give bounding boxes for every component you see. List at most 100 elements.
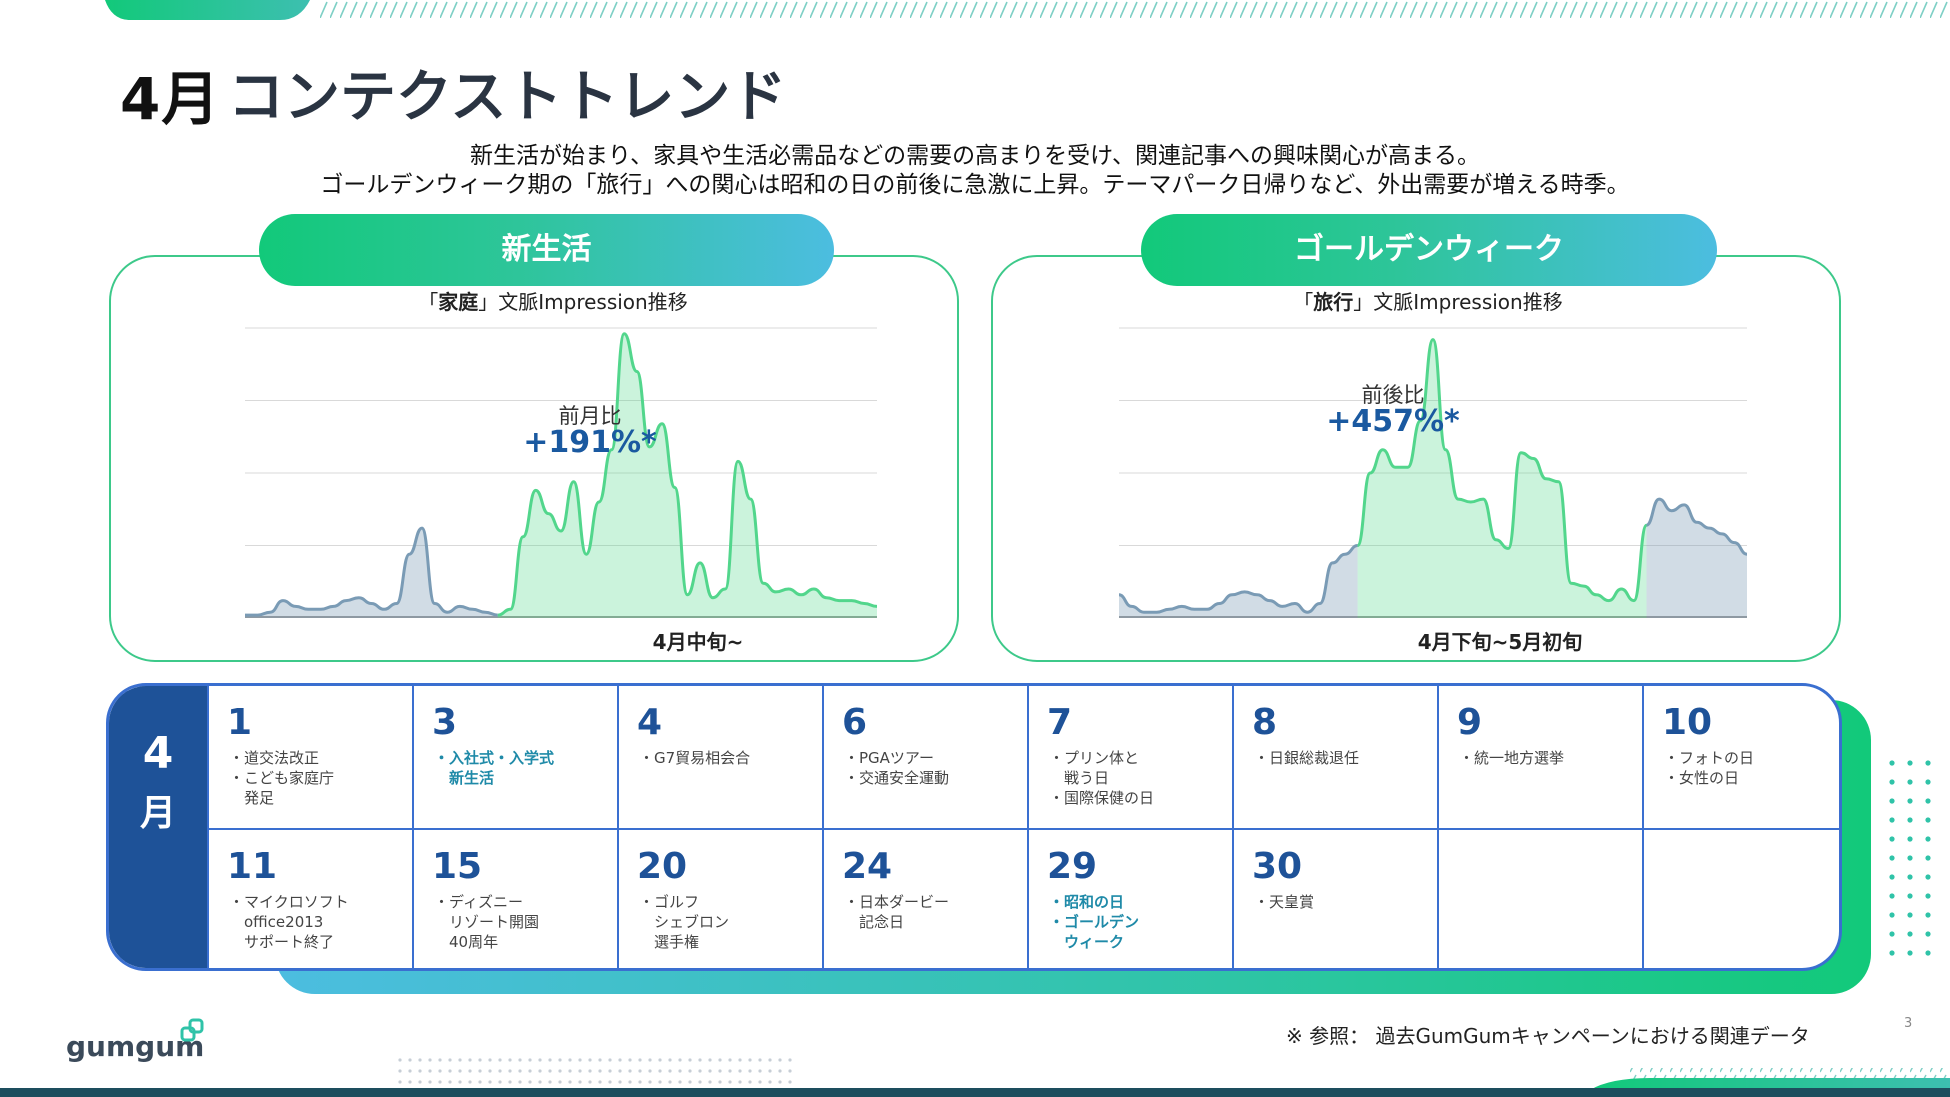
decor-dot [1925,950,1931,956]
decor-dot [608,1080,612,1084]
highlight-series-line [497,332,877,617]
decor-dot [1925,874,1931,880]
decor-dot [608,1069,612,1073]
decor-dot [1907,874,1913,880]
ratio-label-right: 前後比 [1361,383,1425,407]
top-decoration [105,0,1950,20]
decor-dot [478,1058,482,1062]
logo-mark-icon [180,1018,204,1042]
decor-dot [428,1080,432,1084]
decor-dot [598,1058,602,1062]
decor-dot [738,1069,742,1073]
decor-dot [468,1080,472,1084]
decor-dot [1925,855,1931,861]
decor-dot [398,1069,402,1073]
base-area [1646,499,1747,618]
page-title-month: 4月 [120,65,221,133]
day-events: ・ゴルフ シェブロン 選手権 [639,893,730,951]
day-events: ・ディズニー リゾート開園 40周年 [434,893,540,951]
decor-dot [398,1058,402,1062]
chart-title-right: 「旅行」文脈Impression推移 [1293,290,1563,314]
decor-dot [1889,874,1895,880]
decor-dot [1907,893,1913,899]
decor-dot [638,1080,642,1084]
decor-dot [498,1069,502,1073]
day-events: ・マイクロソフト office2013 サポート終了 [229,893,349,951]
decor-dot [788,1080,792,1084]
highlight-series-line [1356,338,1649,603]
decor-dot [1907,950,1913,956]
decor-dot [1889,760,1895,766]
highlight-area [1357,339,1647,618]
decor-dot [768,1080,772,1084]
decor-dot [508,1058,512,1062]
reference-footnote: ※ 参照： 過去GumGumキャンペーンにおける関連データ [1286,1024,1810,1048]
calendar-day-cell: 3 ・入社式・入学式 新生活 [412,686,617,828]
calendar-day-cell: 20 ・ゴルフ シェブロン 選手権 [617,828,822,968]
decor-dot [548,1080,552,1084]
decor-dot [548,1069,552,1073]
day-events: ・プリン体と 戦う日 ・国際保健の日 [1049,749,1155,807]
decor-dot [598,1069,602,1073]
decor-dot [668,1058,672,1062]
day-number: 8 [1252,702,1278,743]
decor-dot [588,1069,592,1073]
chart-travel-impressions [1119,327,1747,618]
decor-dot [558,1069,562,1073]
decor-dot [1907,798,1913,804]
decor-dot [458,1069,462,1073]
decor-dot [1889,817,1895,823]
decor-dot [708,1069,712,1073]
decor-dot [528,1069,532,1073]
decor-dot [728,1080,732,1084]
decor-dot [448,1058,452,1062]
decor-dot [778,1069,782,1073]
calendar-day-cell: 24 ・日本ダービー 記念日 [822,828,1027,968]
day-events: ・日銀総裁退任 [1254,749,1360,767]
day-number: 3 [432,702,458,743]
day-number: 29 [1047,846,1098,887]
ratio-value-right: +457%* [1326,404,1460,439]
decor-dot [728,1058,732,1062]
decor-dot [1907,931,1913,937]
decor-dot [618,1069,622,1073]
decor-dot [768,1058,772,1062]
decor-dot [438,1058,442,1062]
decor-dot [698,1080,702,1084]
decor-dot [718,1058,722,1062]
decor-dot [1925,931,1931,937]
decor-dot [488,1080,492,1084]
day-number: 15 [432,846,483,887]
decor-dot [728,1069,732,1073]
decor-dot [508,1069,512,1073]
decor-dot [418,1080,422,1084]
gumgum-logo: gumgum [66,1018,204,1063]
decor-dot [658,1058,662,1062]
day-events: ・入社式・入学式 新生活 [434,749,555,787]
calendar-day-cell: 15 ・ディズニー リゾート開園 40周年 [412,828,617,968]
decor-dot [1925,912,1931,918]
decor-dot [408,1058,412,1062]
decor-dot [638,1069,642,1073]
decor-dot [398,1080,402,1084]
decor-dot [508,1080,512,1084]
ratio-value-left: +191%* [523,425,657,460]
day-events: ・G7貿易相会合 [639,749,751,767]
decor-dot [588,1058,592,1062]
calendar-day-cell: 9 ・統一地方選挙 [1437,686,1642,828]
calendar-day-cell: 29 ・昭和の日 ・ゴールデン ウィーク [1027,828,1232,968]
bottom-bar [0,1088,1950,1097]
decor-dot [708,1058,712,1062]
april-calendar: 4 月 1 ・道交法改正 ・こども家庭庁 発足 3 ・入社式・入学式 新生活 4 ・G7貿… [106,683,1842,971]
day-number: 9 [1457,702,1483,743]
decor-dot [578,1069,582,1073]
decor-dot [1889,836,1895,842]
day-number: 10 [1662,702,1713,743]
decor-dot [478,1069,482,1073]
period-label-left: 4月中旬~ [652,630,744,654]
page-title: コンテクストトレンド [228,65,787,130]
day-number: 6 [842,702,868,743]
day-events: ・PGAツアー ・交通安全運動 [844,749,950,787]
decor-dot [578,1080,582,1084]
decor-dot [1925,779,1931,785]
